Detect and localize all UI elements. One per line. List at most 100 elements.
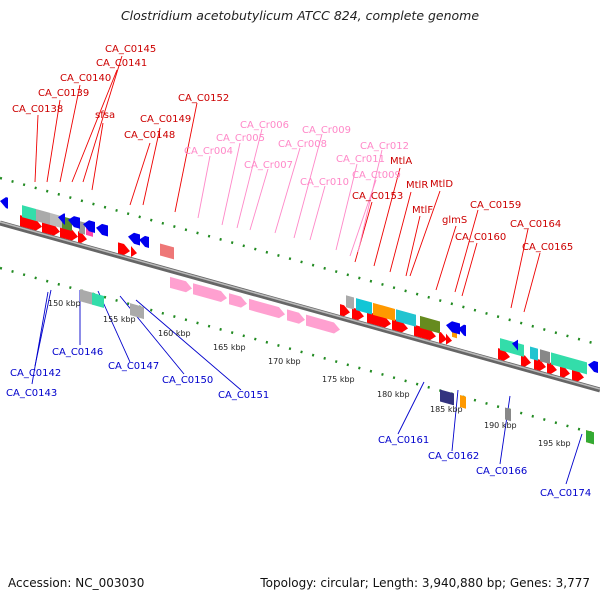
gene-block-reverse xyxy=(130,303,144,320)
features xyxy=(0,197,598,445)
gene-block xyxy=(530,346,538,361)
label-rna-gene: CA_Cr009 xyxy=(302,125,351,136)
label-forward-gene: glmS xyxy=(442,215,467,226)
genome-summary: Topology: circular; Length: 3,940,880 bp… xyxy=(260,576,590,590)
label-reverse-gene: CA_C0146 xyxy=(52,347,103,358)
cds-forward xyxy=(118,242,130,256)
cds-forward xyxy=(439,331,447,344)
gene-block xyxy=(551,352,587,375)
cds-reverse xyxy=(96,223,108,237)
cds-forward xyxy=(534,358,546,371)
cds-reverse xyxy=(446,321,460,335)
gene-block xyxy=(373,302,395,321)
label-forward-gene: CA_C0139 xyxy=(38,88,89,99)
cds-forward xyxy=(340,304,350,317)
scale-tick-label: 185 kbp xyxy=(430,405,463,414)
rna-feature xyxy=(249,298,285,319)
scale-tick-label: 170 kbp xyxy=(268,357,301,366)
label-forward-gene: MtlD xyxy=(430,179,453,190)
cds-reverse xyxy=(139,235,149,248)
gene-block xyxy=(160,243,174,260)
scale-tick-label: 175 kbp xyxy=(322,375,355,384)
cds-forward xyxy=(560,365,570,378)
cds-forward xyxy=(60,226,78,241)
label-rna-gene: CA_Cr011 xyxy=(336,154,385,165)
label-forward-gene: CA_C0152 xyxy=(178,93,229,104)
label-reverse-gene: CA_C0143 xyxy=(6,388,57,399)
label-reverse-gene: CA_C0147 xyxy=(108,361,159,372)
label-reverse-gene: CA_C0166 xyxy=(476,466,527,477)
label-forward-gene: CA_C0164 xyxy=(510,219,561,230)
rna-feature xyxy=(170,276,192,293)
cds-reverse xyxy=(58,213,65,225)
cds-forward xyxy=(78,231,87,244)
label-rna-gene: CA_Cr012 xyxy=(360,141,409,152)
gene-block-reverse xyxy=(440,389,454,406)
genome-backbone-highlight xyxy=(0,221,600,390)
cds-forward xyxy=(498,348,510,361)
gene-block xyxy=(420,315,440,334)
scale-tick-label: 190 kbp xyxy=(484,421,517,430)
tick-labels: 150 kbp 155 kbp 160 kbp 165 kbp 170 kbp 175 k… xyxy=(48,299,571,448)
rna-feature xyxy=(193,283,227,303)
cds-forward xyxy=(446,333,452,345)
label-rna-gene: CA_Cr004 xyxy=(184,146,233,157)
gene-block-reverse xyxy=(80,289,94,306)
cds-reverse xyxy=(588,360,598,373)
label-forward-gene: sfsa xyxy=(95,110,115,121)
gene-block-reverse xyxy=(460,395,466,409)
gene-block xyxy=(346,295,354,310)
cds-reverse xyxy=(83,220,95,233)
cds-forward xyxy=(547,361,557,374)
leader-lines xyxy=(31,55,583,485)
cds-reverse xyxy=(0,197,8,209)
label-forward-gene: CA_C0153 xyxy=(352,191,403,202)
label-rna-gene: CA_Cr005 xyxy=(216,133,265,144)
cds-forward xyxy=(131,245,137,257)
cds-reverse xyxy=(128,232,140,246)
scale-tick-label: 165 kbp xyxy=(213,343,246,352)
gene-block xyxy=(356,298,372,315)
label-forward-gene: CA_C0145 xyxy=(105,44,156,55)
label-rna-gene: CA_Cr006 xyxy=(240,120,289,131)
cds-forward xyxy=(392,318,408,333)
gene-block xyxy=(36,209,50,225)
gene-block-reverse xyxy=(92,292,104,308)
label-rna-gene: CA_Cr010 xyxy=(300,177,349,188)
label-forward-gene: CA_C0160 xyxy=(455,232,506,243)
accession-label: Accession: NC_003030 xyxy=(8,576,145,590)
cds-forward xyxy=(572,368,584,382)
label-forward-gene: CA_C0141 xyxy=(96,58,147,69)
cds-forward xyxy=(352,307,364,321)
gene-labels: CA_C0145 CA_C0141 CA_C0140 CA_C0139 CA_C0138… xyxy=(6,44,591,499)
gene-block-reverse xyxy=(505,407,511,422)
label-reverse-gene: CA_C0151 xyxy=(218,390,269,401)
scale-tick-label: 150 kbp xyxy=(48,299,81,308)
scale-tick-label: 180 kbp xyxy=(377,390,410,399)
rna-feature xyxy=(306,314,340,334)
label-rna-gene: CA_Cr007 xyxy=(244,160,293,171)
genome-backbone xyxy=(0,220,600,393)
cds-forward xyxy=(20,215,42,231)
label-forward-gene: CA_C0165 xyxy=(522,242,573,253)
label-rna-gene: CA_Ct009 xyxy=(352,170,401,181)
scale-tick-label: 195 kbp xyxy=(538,439,571,448)
gene-block xyxy=(396,309,416,327)
label-reverse-gene: CA_C0162 xyxy=(428,451,479,462)
cds-forward xyxy=(414,324,436,341)
map-title: Clostridium acetobutylicum ATCC 824, com… xyxy=(120,8,480,23)
cds-forward xyxy=(367,311,391,328)
label-forward-gene: CA_C0159 xyxy=(470,200,521,211)
rna-feature xyxy=(229,293,247,308)
scale-tick-label: 160 kbp xyxy=(158,329,191,338)
gene-block xyxy=(500,338,524,357)
scale-tick-label: 155 kbp xyxy=(103,315,136,324)
cds-forward xyxy=(42,221,60,236)
gene-block-reverse xyxy=(586,430,594,445)
label-forward-gene: CA_C0149 xyxy=(140,114,191,125)
cds-reverse xyxy=(512,339,518,351)
gene-block xyxy=(22,205,36,222)
label-forward-gene: MtlA xyxy=(390,156,412,167)
label-forward-gene: MtlF xyxy=(412,205,433,216)
